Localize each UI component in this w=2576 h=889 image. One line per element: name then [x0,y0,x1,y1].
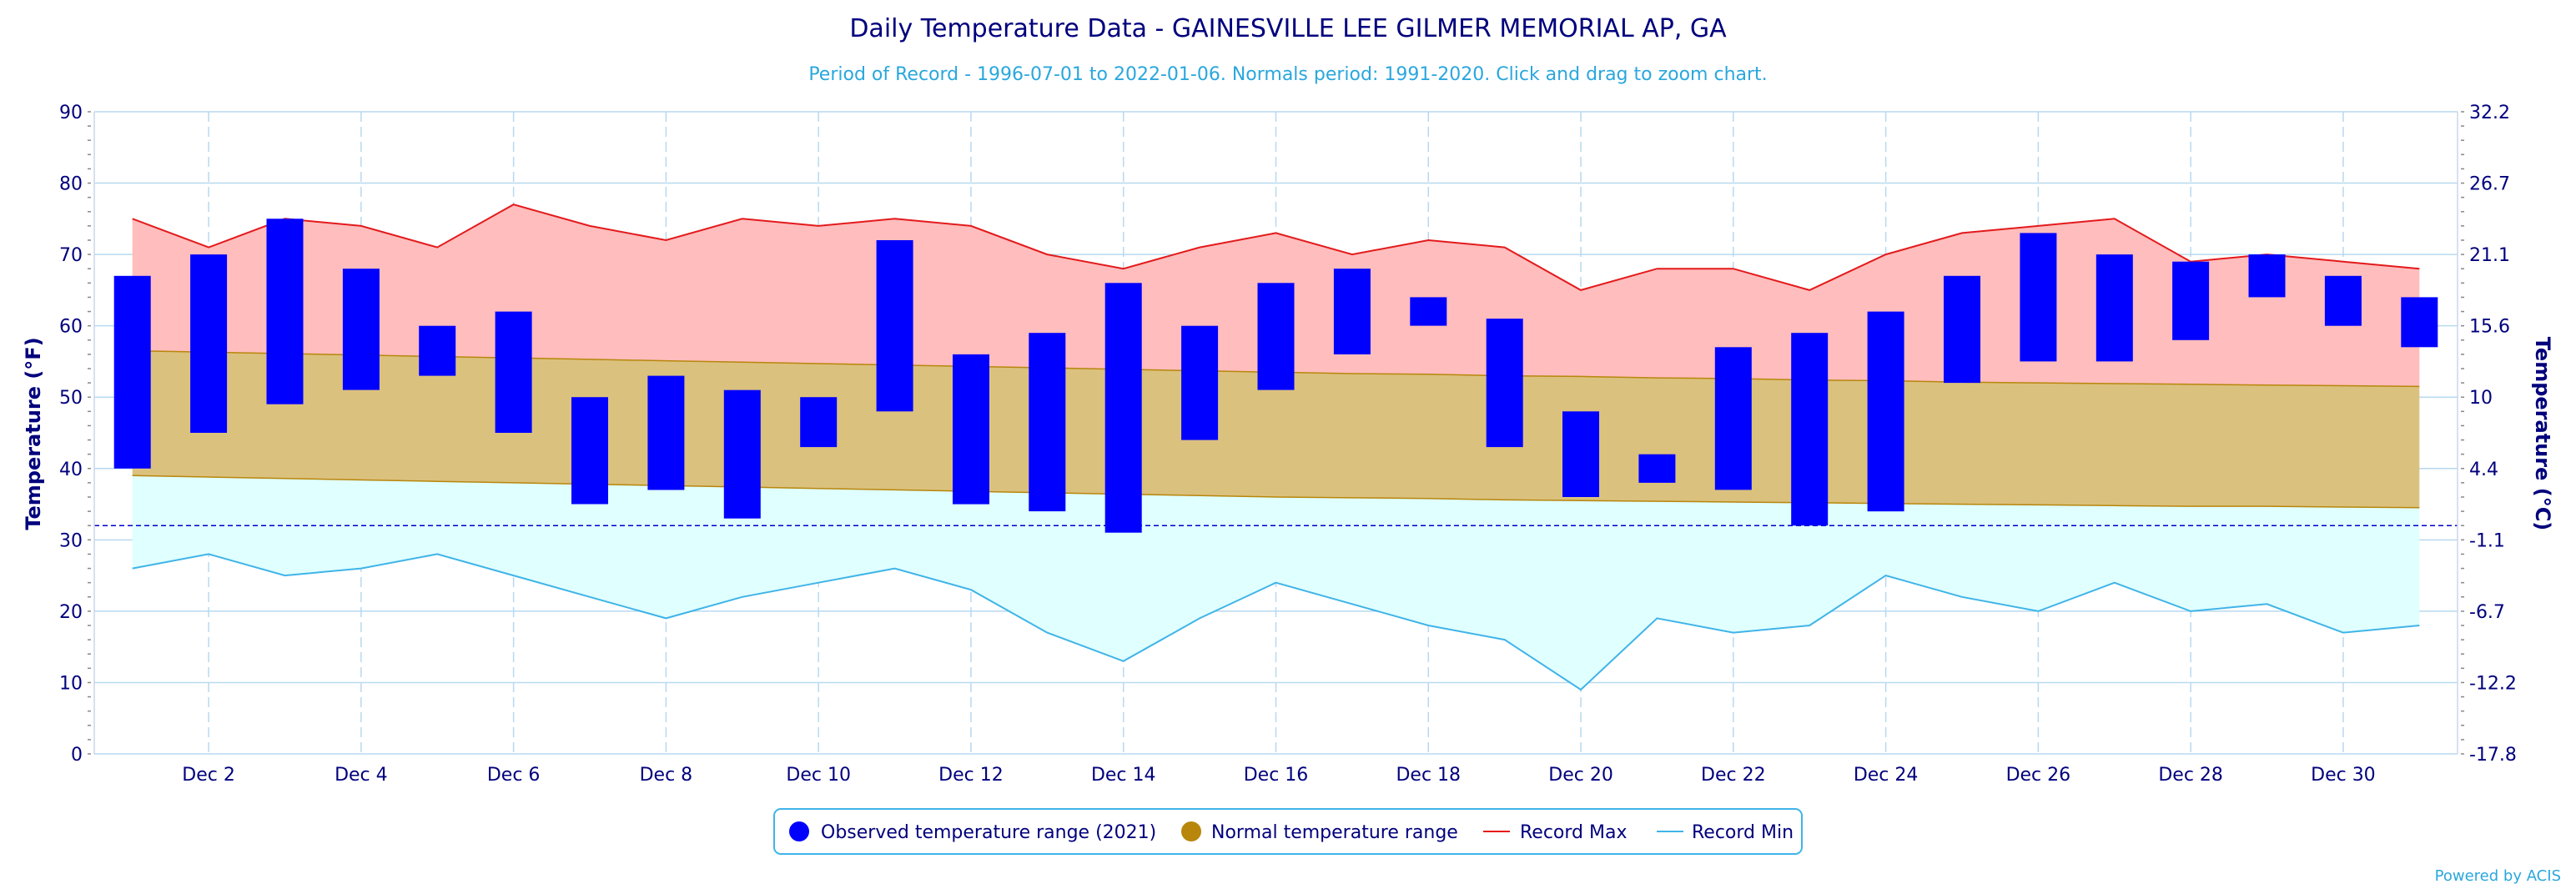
y2-tick-label: -17.8 [2469,745,2517,766]
x-tick-label: Dec 4 [335,765,388,786]
observed-bar[interactable] [1181,325,1219,440]
credit-link[interactable]: Powered by ACIS [2435,867,2561,885]
x-tick-label: Dec 16 [1244,765,1309,786]
y2-tick-label: 10 [2469,388,2493,409]
observed-bar[interactable] [2324,275,2362,326]
chart-legend: Observed temperature range (2021) Normal… [773,808,1803,855]
x-tick-label: Dec 12 [938,765,1004,786]
x-tick-label: Dec 10 [786,765,851,786]
y2-tick-label: -12.2 [2469,673,2517,694]
y-tick-label: 20 [59,602,83,623]
record-min-line [132,553,2420,691]
y2-tick-label: 21.1 [2469,245,2510,266]
observed-bar[interactable] [723,389,761,519]
observed-bar[interactable] [1333,269,1371,354]
observed-bar[interactable] [190,254,228,433]
observed-bar[interactable] [2020,233,2057,362]
x-tick-label: Dec 28 [2158,765,2223,786]
legend-item-record-max[interactable]: Record Max [1483,822,1628,843]
legend-item-normal[interactable]: Normal temperature range [1181,821,1458,843]
observed-bar[interactable] [1257,283,1295,390]
normal-low-line [132,475,2420,509]
x-tick-label: Dec 2 [182,765,235,786]
y2-tick-label: 4.4 [2469,460,2498,480]
y-tick-label: 50 [59,388,83,409]
observed-bar[interactable] [647,375,685,490]
normal-range-band [132,350,2420,508]
legend-swatch-normal [1181,821,1201,841]
observed-bar[interactable] [1638,454,1676,483]
legend-label-observed: Observed temperature range (2021) [821,822,1156,843]
x-tick-label: Dec 6 [487,765,541,786]
observed-bar[interactable] [2172,261,2210,340]
x-tick-label: Dec 18 [1396,765,1461,786]
y2-tick-label: 15.6 [2469,317,2510,338]
y-tick-label: 30 [59,530,83,551]
x-tick-label: Dec 30 [2311,765,2376,786]
observed-bar[interactable] [876,240,913,412]
y2-tick-label: -1.1 [2469,530,2505,551]
legend-item-record-min[interactable]: Record Min [1657,822,1794,843]
y2-tick-label: -6.7 [2469,602,2505,623]
observed-bar[interactable] [1486,319,1523,448]
observed-bar[interactable] [953,354,989,505]
y-axis-title-left: Temperature (°F) [22,337,45,530]
observed-bar[interactable] [800,397,838,448]
x-tick-label: Dec 14 [1091,765,1156,786]
legend-item-observed[interactable]: Observed temperature range (2021) [789,821,1156,843]
y-tick-label: 80 [59,174,83,195]
chart-subtitle: Period of Record - 1996-07-01 to 2022-01… [808,64,1767,85]
observed-bar[interactable] [266,218,304,404]
observed-bar[interactable] [1029,333,1066,512]
y-tick-label: 40 [59,460,83,480]
x-tick-label: Dec 8 [640,765,693,786]
y-tick-label: 70 [59,245,83,266]
x-tick-label: Dec 26 [2006,765,2071,786]
observed-bar[interactable] [342,269,380,390]
legend-label-record-max: Record Max [1520,822,1628,843]
y-tick-label: 10 [59,673,83,694]
legend-swatch-observed [789,821,809,841]
observed-bar[interactable] [1104,283,1142,533]
legend-box [773,808,1803,855]
legend-label-normal: Normal temperature range [1211,822,1458,843]
record-max-line [132,203,2420,291]
observed-bar[interactable] [571,397,608,505]
observed-bar[interactable] [1944,275,1980,384]
x-tick-label: Dec 20 [1548,765,1613,786]
observed-bar[interactable] [1867,311,1904,512]
y-tick-label: 0 [71,745,83,766]
axes: 0 10 20 30 40 50 60 70 80 90 -17.8 -12.2 -6.7 -1.1 4.4… [59,103,2517,786]
observed-bar[interactable] [1791,333,1829,526]
y2-tick-label: 32.2 [2469,103,2510,123]
observed-bar[interactable] [2401,297,2438,348]
chart-title: Daily Temperature Data - GAINESVILLE LEE… [849,14,1727,43]
observed-bar[interactable] [419,325,456,376]
x-tick-label: Dec 22 [1701,765,1766,786]
observed-bar[interactable] [495,311,532,433]
observed-bar[interactable] [1714,347,1752,490]
observed-bar[interactable] [1562,411,1599,497]
observed-bar[interactable] [113,275,151,469]
observed-bar[interactable] [2096,254,2133,362]
observed-bars [113,218,2438,533]
y-tick-label: 90 [59,103,83,123]
y-axis-title-right: Temperature (°C) [2531,337,2554,531]
observed-bar[interactable] [2248,254,2286,298]
y-tick-label: 60 [59,317,83,338]
observed-bar[interactable] [1410,297,1447,326]
x-tick-label: Dec 24 [1854,765,1919,786]
legend-label-record-min: Record Min [1692,822,1794,843]
y2-tick-label: 26.7 [2469,174,2510,195]
